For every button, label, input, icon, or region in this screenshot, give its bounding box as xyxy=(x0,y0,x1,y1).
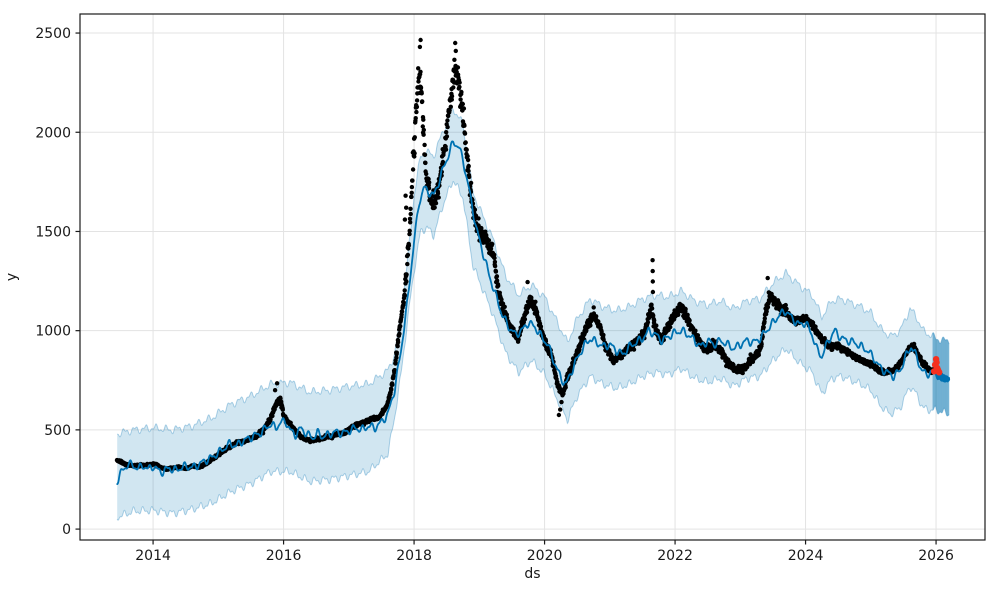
x-tick-label: 2024 xyxy=(788,548,824,564)
y-axis-label: y xyxy=(4,272,21,282)
y-tick-label: 500 xyxy=(44,423,71,439)
recent-actual-red-points xyxy=(930,356,943,376)
forecast-marker-points xyxy=(935,372,951,383)
x-tick-label: 2014 xyxy=(135,548,171,564)
x-tick-label: 2020 xyxy=(527,548,563,564)
y-tick-label: 1000 xyxy=(35,324,71,340)
x-tick-label: 2026 xyxy=(918,548,954,564)
tick-labels: 2014 2016 2018 2020 2022 2024 2026 0 500 1000 1500… xyxy=(35,26,954,564)
y-tick-label: 2500 xyxy=(35,26,71,42)
y-tick-label: 2000 xyxy=(35,125,71,141)
x-tick-label: 2022 xyxy=(657,548,693,564)
plot-spines xyxy=(79,13,986,541)
y-tick-label: 1500 xyxy=(35,224,71,240)
x-axis-label: ds xyxy=(524,566,541,582)
forecast-line xyxy=(116,140,950,486)
y-tick-label: 0 xyxy=(62,522,71,538)
axis-ticks xyxy=(75,32,937,545)
x-tick-label: 2018 xyxy=(396,548,432,564)
x-tick-label: 2016 xyxy=(266,548,302,564)
